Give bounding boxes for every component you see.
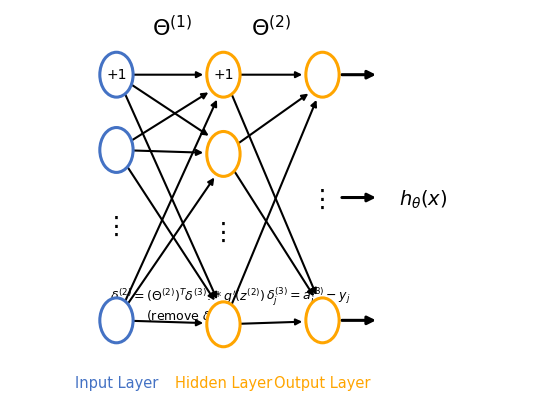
Ellipse shape — [306, 52, 339, 97]
Ellipse shape — [207, 302, 240, 347]
Ellipse shape — [207, 132, 240, 176]
Text: ⋮: ⋮ — [211, 221, 236, 245]
Text: Output Layer: Output Layer — [274, 376, 371, 391]
Ellipse shape — [100, 298, 133, 343]
Ellipse shape — [306, 298, 339, 343]
Text: Input Layer: Input Layer — [75, 376, 158, 391]
Text: $\delta_j^{(3)} = a_j^{(3)} - y_j$: $\delta_j^{(3)} = a_j^{(3)} - y_j$ — [266, 286, 351, 308]
Text: $\Theta^{(1)}$: $\Theta^{(1)}$ — [152, 15, 192, 40]
Text: $\Theta^{(2)}$: $\Theta^{(2)}$ — [251, 15, 291, 40]
Text: (remove $\delta_0^{(2)}$): (remove $\delta_0^{(2)}$) — [146, 306, 230, 326]
Text: ⋮: ⋮ — [310, 188, 335, 211]
Ellipse shape — [100, 52, 133, 97]
Text: +1: +1 — [213, 68, 233, 82]
Text: $\delta^{(2)} = (\Theta^{(2)})^T\delta^{(3)}.* g'(z^{(2)})$: $\delta^{(2)} = (\Theta^{(2)})^T\delta^{… — [110, 287, 266, 306]
Ellipse shape — [100, 128, 133, 172]
Text: $h_\theta(x)$: $h_\theta(x)$ — [399, 188, 448, 211]
Text: +1: +1 — [106, 68, 127, 82]
Ellipse shape — [207, 52, 240, 97]
Text: Hidden Layer: Hidden Layer — [175, 376, 272, 391]
Text: ⋮: ⋮ — [104, 215, 129, 239]
